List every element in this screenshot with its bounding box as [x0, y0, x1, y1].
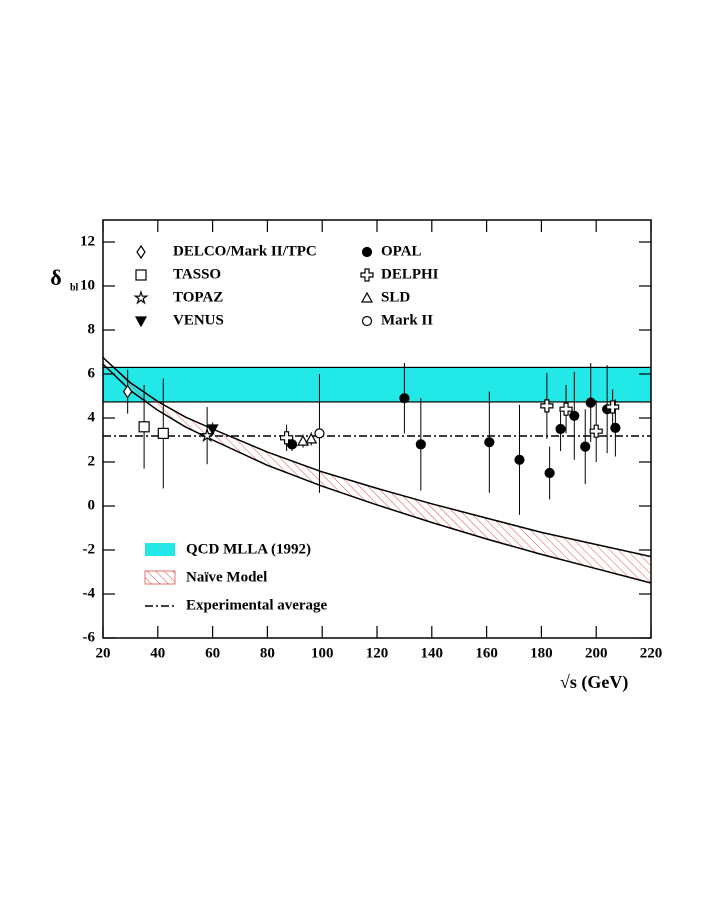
x-axis-label: √s (GeV) [560, 672, 628, 693]
y-tick-label: 4 [88, 409, 96, 425]
legend-marker [133, 290, 149, 305]
legend-label: Mark II [381, 312, 433, 328]
y-tick-label: 12 [80, 233, 95, 249]
data-point [314, 428, 325, 439]
data-point [297, 434, 310, 446]
naive-upper [103, 356, 651, 558]
x-tick-label: 200 [585, 645, 608, 661]
data-point [606, 400, 620, 414]
x-tick-label: 120 [366, 645, 389, 661]
data-point [559, 402, 573, 416]
qcd-band [103, 366, 651, 403]
legend-label: DELCO/Mark II/TPC [173, 243, 317, 259]
y-tick-label: -2 [83, 541, 96, 557]
data-point [610, 422, 621, 433]
x-tick-label: 20 [96, 645, 111, 661]
x-tick-label: 60 [205, 645, 220, 661]
x-tick-label: 180 [530, 645, 553, 661]
legend-marker [135, 269, 147, 281]
y-tick-label: -4 [83, 585, 96, 601]
legend-label: TOPAZ [173, 289, 223, 305]
x-tick-label: 220 [640, 645, 663, 661]
y-tick-label: 6 [88, 365, 96, 381]
legend-label: QCD MLLA (1992) [186, 541, 311, 557]
x-tick-label: 40 [150, 645, 165, 661]
data-point [585, 397, 596, 408]
y-tick-label: 2 [88, 453, 96, 469]
y-axis-label: δ [50, 265, 61, 290]
data-point [514, 454, 525, 465]
data-point [305, 432, 318, 444]
legend-label: DELPHI [381, 266, 439, 282]
data-point [279, 431, 294, 445]
y-tick-label: -6 [83, 629, 96, 645]
data-point [555, 423, 566, 435]
data-point [589, 424, 603, 438]
legend-label: Naïve Model [186, 569, 267, 585]
data-point [540, 399, 554, 413]
naive-band-fill [103, 357, 651, 583]
legend-label: TASSO [173, 266, 221, 282]
x-tick-label: 140 [421, 645, 444, 661]
data-point [122, 384, 133, 399]
data-point [138, 421, 150, 433]
legend-marker [361, 246, 373, 258]
legend-marker [361, 315, 373, 327]
legend-swatch [144, 570, 176, 585]
legend-label: SLD [381, 289, 410, 305]
data-point [580, 441, 591, 452]
legend-marker [134, 316, 148, 328]
legend-marker [136, 244, 146, 260]
legend-marker [360, 268, 374, 282]
data-point [157, 427, 169, 439]
y-tick-label: 0 [88, 497, 96, 513]
data-point [206, 424, 219, 436]
naive-lower [103, 363, 651, 584]
data-point [199, 427, 215, 443]
x-tick-label: 160 [475, 645, 498, 661]
data-point [569, 410, 580, 421]
y-tick-label: 8 [88, 321, 96, 337]
data-point [399, 393, 410, 404]
legend-label: VENUS [173, 312, 224, 328]
data-point [484, 437, 495, 448]
plot-area [103, 356, 651, 584]
y-axis-label-sub: bl [70, 282, 79, 293]
legend-label: Experimental average [186, 597, 328, 613]
data-point [415, 439, 426, 450]
legend-marker [360, 291, 374, 303]
legend-label: OPAL [381, 243, 422, 259]
legend-swatch [145, 543, 175, 556]
x-tick-label: 100 [311, 645, 334, 661]
x-tick-label: 80 [260, 645, 275, 661]
data-point [544, 467, 555, 479]
y-tick-label: 10 [80, 277, 95, 293]
